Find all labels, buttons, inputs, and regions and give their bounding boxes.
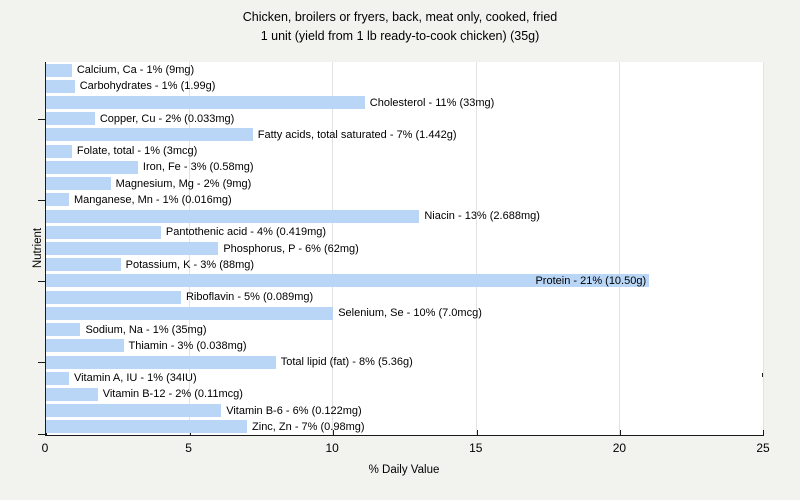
bar-potassium-k (46, 258, 121, 272)
x-tick-label-25: 25 (756, 441, 770, 455)
bar-selenium-se (46, 306, 334, 320)
bar-label-thiamin: Thiamin - 3% (0.038mg) (128, 339, 247, 352)
bar-label-carbohydrates: Carbohydrates - 1% (1.99g) (79, 80, 216, 93)
bar-label-pantothenic-acid: Pantothenic acid - 4% (0.419mg) (165, 226, 327, 239)
bar-label-total-lipid-fat: Total lipid (fat) - 8% (5.36g) (280, 356, 413, 369)
y-tick-row-8 (38, 199, 46, 201)
bar-folate-total (46, 144, 72, 158)
x-tick-label-20: 20 (612, 441, 627, 455)
bar-label-phosphorus-p: Phosphorus, P - 6% (62mg) (223, 242, 359, 255)
x-end-tick-25 (762, 373, 763, 377)
bar-pantothenic-acid (46, 225, 161, 239)
bar-label-niacin: Niacin - 13% (2.688mg) (424, 210, 540, 223)
bar-manganese-mn (46, 193, 69, 207)
bar-label-protein: Protein - 21% (10.50g) (535, 274, 647, 287)
bar-label-potassium-k: Potassium, K - 3% (88mg) (125, 258, 255, 271)
x-tick-label-5: 5 (185, 441, 192, 455)
chart-title-line2: 1 unit (yield from 1 lb ready-to-cook ch… (260, 29, 540, 43)
bar-iron-fe (46, 160, 138, 174)
y-tick-row-3 (38, 118, 46, 120)
x-tick-10 (333, 430, 335, 435)
x-tick-25 (763, 430, 764, 435)
bar-label-copper-cu: Copper, Cu - 2% (0.033mg) (99, 112, 235, 125)
bar-calcium-ca (46, 63, 72, 77)
bar-total-lipid-fat (46, 355, 276, 369)
x-tick-label-15: 15 (469, 441, 483, 455)
y-axis-label: Nutrient (32, 227, 44, 269)
chart-title-line1: Chicken, broilers or fryers, back, meat … (242, 10, 558, 24)
gridline-x-25 (763, 62, 764, 435)
bar-protein (46, 274, 650, 288)
y-tick-row-13 (38, 280, 46, 282)
bar-magnesium-mg (46, 177, 111, 191)
bar-label-zinc-zn: Zinc, Zn - 7% (0.98mg) (252, 420, 365, 433)
x-axis-label: % Daily Value (368, 464, 440, 476)
bar-fatty-acids-total-saturated (46, 128, 253, 142)
bar-thiamin (46, 339, 124, 353)
chart-title: Chicken, broilers or fryers, back, meat … (0, 8, 800, 46)
x-tick-15 (476, 430, 478, 435)
x-tick-label-10: 10 (325, 441, 339, 455)
bar-carbohydrates (46, 79, 75, 93)
bar-cholesterol (46, 96, 365, 110)
plot-area: Calcium, Ca - 1% (9mg) Carbohydrates - 1%… (38, 62, 764, 436)
x-end-tick-0 (45, 373, 46, 377)
bar-label-vitamin-a-iu: Vitamin A, IU - 1% (34IU) (73, 372, 197, 385)
bar-sodium-na (46, 323, 81, 337)
bar-zinc-zn (46, 420, 248, 434)
bar-label-riboflavin: Riboflavin - 5% (0.089mg) (185, 291, 314, 304)
bar-niacin (46, 209, 420, 223)
bar-copper-cu (46, 112, 95, 126)
bar-vitamin-b-12 (46, 387, 98, 401)
bar-label-selenium-se: Selenium, Se - 10% (7.0mcg) (338, 307, 482, 320)
y-tick-row-18 (38, 362, 46, 364)
bar-label-cholesterol: Cholesterol - 11% (33mg) (369, 96, 495, 109)
gridline-x-15 (475, 62, 477, 435)
bar-label-manganese-mn: Manganese, Mn - 1% (0.016mg) (73, 193, 232, 206)
gridline-x-10 (332, 62, 334, 435)
bar-label-folate-total: Folate, total - 1% (3mcg) (76, 145, 198, 158)
bar-label-magnesium-mg: Magnesium, Mg - 2% (9mg) (115, 177, 252, 190)
gridline-x-20 (619, 62, 621, 435)
bar-label-calcium-ca: Calcium, Ca - 1% (9mg) (76, 64, 195, 77)
bar-label-vitamin-b-12: Vitamin B-12 - 2% (0.11mcg) (102, 388, 243, 401)
bar-riboflavin (46, 290, 181, 304)
y-axis-bottom-tick (38, 434, 46, 435)
x-tick-label-0: 0 (41, 441, 49, 455)
bar-vitamin-a-iu (46, 371, 69, 385)
bar-phosphorus-p (46, 242, 219, 255)
bar-label-vitamin-b-6: Vitamin B-6 - 6% (0.122mg) (226, 404, 362, 417)
bar-label-sodium-na: Sodium, Na - 1% (35mg) (85, 323, 207, 336)
bar-label-fatty-acids-total-saturated: Fatty acids, total saturated - 7% (1.442… (257, 128, 457, 141)
x-tick-20 (620, 430, 622, 435)
bar-vitamin-b-6 (46, 404, 222, 418)
bar-label-iron-fe: Iron, Fe - 3% (0.58mg) (142, 161, 254, 174)
